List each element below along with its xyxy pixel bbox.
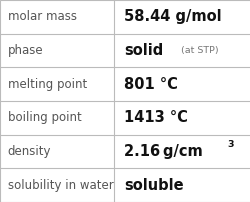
Text: 1413 °C: 1413 °C	[124, 110, 187, 125]
Text: 801 °C: 801 °C	[124, 77, 178, 92]
Text: 2.16 g/cm: 2.16 g/cm	[124, 144, 202, 159]
Text: melting point: melting point	[8, 78, 86, 91]
Text: phase: phase	[8, 44, 43, 57]
Text: boiling point: boiling point	[8, 111, 81, 124]
Text: solid: solid	[124, 43, 163, 58]
Text: 58.44 g/mol: 58.44 g/mol	[124, 9, 221, 24]
Text: density: density	[8, 145, 51, 158]
Text: molar mass: molar mass	[8, 10, 76, 23]
Text: 3: 3	[226, 140, 233, 149]
Text: soluble: soluble	[124, 178, 183, 193]
Text: solubility in water: solubility in water	[8, 179, 113, 192]
Text: (at STP): (at STP)	[177, 46, 218, 55]
